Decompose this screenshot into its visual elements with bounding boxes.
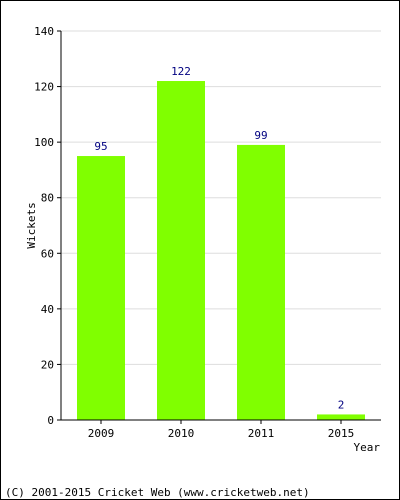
data-label: 95 — [94, 140, 107, 153]
data-label: 99 — [254, 129, 267, 142]
y-tick-label: 40 — [41, 303, 54, 316]
bars — [77, 81, 365, 421]
x-axis-label: Year — [354, 441, 381, 454]
y-axis-label: Wickets — [25, 202, 38, 248]
x-tick-label: 2011 — [248, 427, 275, 440]
x-tick-label: 2009 — [88, 427, 115, 440]
y-tick-label: 120 — [34, 81, 54, 94]
copyright-footer: (C) 2001-2015 Cricket Web (www.cricketwe… — [5, 486, 310, 499]
y-tick-label: 20 — [41, 358, 54, 371]
data-label: 2 — [338, 398, 345, 411]
x-tick-label: 2010 — [168, 427, 195, 440]
y-tick-label: 80 — [41, 192, 54, 205]
y-tick-label: 140 — [34, 25, 54, 38]
bar — [237, 144, 285, 420]
y-tick-label: 0 — [47, 414, 54, 427]
y-tick-label: 100 — [34, 136, 54, 149]
data-label: 122 — [171, 65, 191, 78]
ticks: 0 20 40 60 80 100 120 140 2009 2010 2011 2015 — [34, 25, 354, 440]
data-labels: 95 122 99 2 — [94, 65, 344, 411]
axes — [60, 31, 381, 421]
x-tick-label: 2015 — [328, 427, 355, 440]
bar — [77, 156, 125, 421]
y-tick-label: 60 — [41, 247, 54, 260]
bar — [317, 414, 365, 420]
bar — [157, 81, 205, 420]
